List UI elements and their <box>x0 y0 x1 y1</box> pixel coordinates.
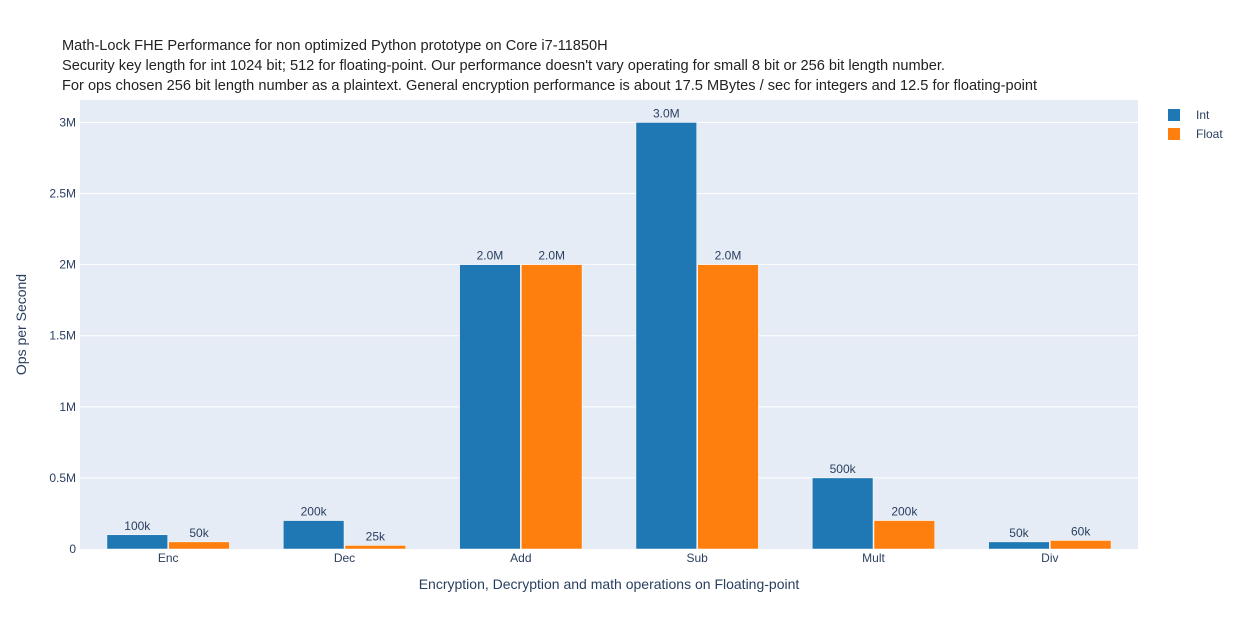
bar-label-int-add: 2.0M <box>477 249 504 263</box>
bar-float-mult <box>873 520 935 550</box>
bar-label-int-sub: 3.0M <box>653 106 680 120</box>
bar-float-add <box>521 264 583 550</box>
bar-label-int-div: 50k <box>1009 526 1029 540</box>
bar-int-div <box>988 541 1050 550</box>
x-axis-title: Encryption, Decryption and math operatio… <box>419 576 800 592</box>
y-tick-label: 3M <box>59 115 76 129</box>
bar-int-add <box>459 264 521 550</box>
y-tick-label: 0 <box>69 542 76 556</box>
bar-label-float-sub: 2.0M <box>715 249 742 263</box>
bar-int-dec <box>283 520 345 550</box>
bar-label-int-mult: 500k <box>830 462 857 476</box>
x-tick-label: Sub <box>686 551 708 565</box>
bar-int-mult <box>812 477 874 550</box>
bar-int-sub <box>635 122 697 550</box>
x-tick-label: Add <box>510 551 531 565</box>
legend-label-float: Float <box>1196 126 1223 141</box>
bar-label-float-mult: 200k <box>891 505 918 519</box>
bar-label-float-enc: 50k <box>189 526 209 540</box>
legend-item-float[interactable]: Float <box>1168 124 1223 143</box>
y-tick-label: 1M <box>59 400 76 414</box>
chart-title-line-2: Security key length for int 1024 bit; 51… <box>62 58 945 74</box>
bar-label-float-div: 60k <box>1071 524 1091 538</box>
bar-float-enc <box>168 541 230 550</box>
x-tick-label: Dec <box>334 551 355 565</box>
y-tick-label: 2.5M <box>49 187 76 201</box>
bar-int-enc <box>106 534 168 550</box>
x-tick-label: Div <box>1041 551 1058 565</box>
x-tick-label: Enc <box>158 551 179 565</box>
x-tick-label: Mult <box>862 551 885 565</box>
legend-swatch-int <box>1168 108 1180 121</box>
bar-label-int-dec: 200k <box>301 505 328 519</box>
y-axis-title: Ops per Second <box>13 274 29 375</box>
chart-title: Math-Lock FHE Performance for non optimi… <box>62 36 1037 96</box>
legend-label-int: Int <box>1196 107 1210 122</box>
plot-area <box>80 100 1138 549</box>
legend: Int Float <box>1168 105 1223 143</box>
bar-float-dec <box>344 545 406 550</box>
bar-label-float-dec: 25k <box>366 529 386 543</box>
bar-float-div <box>1050 540 1112 550</box>
chart-title-line-3: For ops chosen 256 bit length number as … <box>62 78 1038 94</box>
bar-label-float-add: 2.0M <box>538 249 565 263</box>
legend-item-int[interactable]: Int <box>1168 105 1223 124</box>
legend-swatch-float <box>1168 127 1180 140</box>
bar-label-int-enc: 100k <box>124 519 151 533</box>
bar-float-sub <box>697 264 759 550</box>
y-tick-label: 1.5M <box>49 329 76 343</box>
y-tick-label: 0.5M <box>49 471 76 485</box>
chart-title-line-1: Math-Lock FHE Performance for non optimi… <box>62 38 608 54</box>
y-tick-label: 2M <box>59 258 76 272</box>
